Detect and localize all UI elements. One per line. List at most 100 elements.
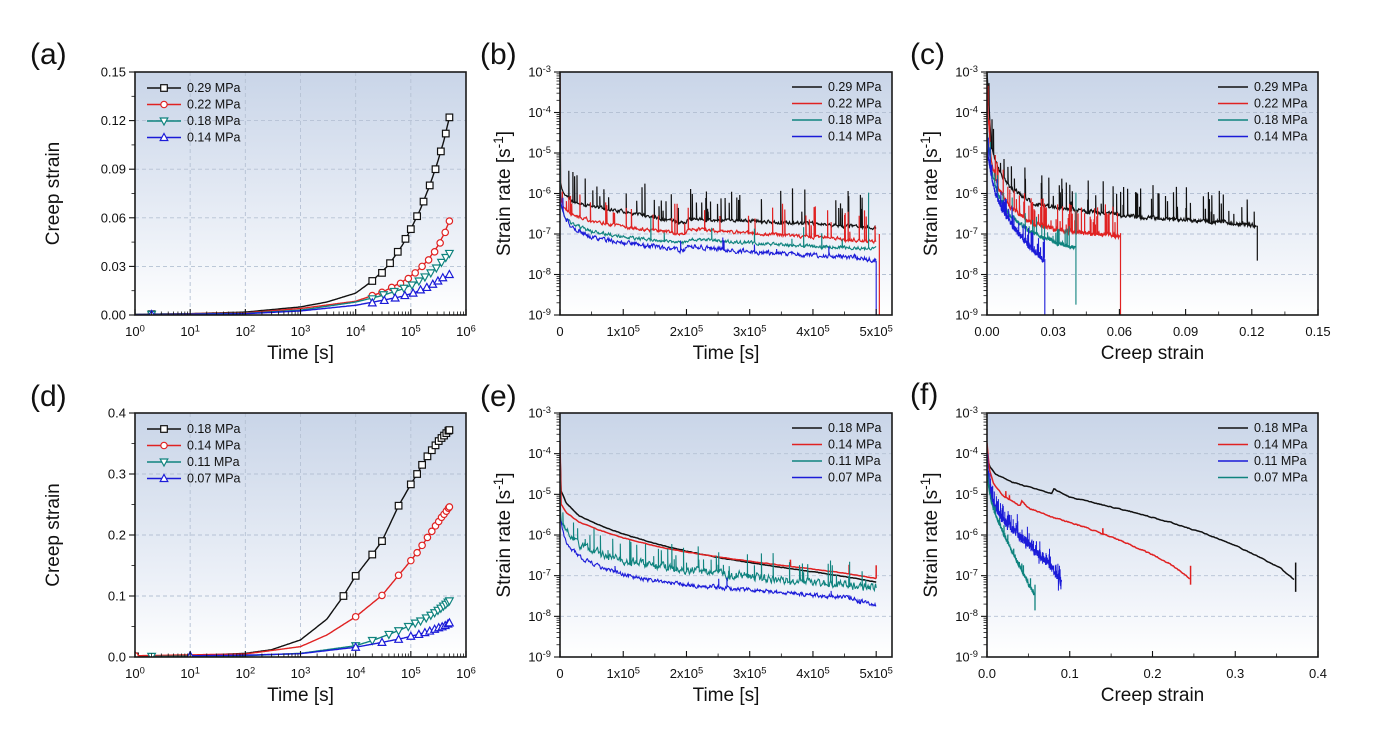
data-marker-tri-down [415, 617, 426, 627]
x-tick-label: 0.09 [1173, 324, 1198, 339]
data-marker-tri-up [377, 637, 387, 646]
x-tick-label: 3x105 [733, 322, 766, 339]
x-tick-label: 103 [291, 664, 311, 681]
x-tick-label: 0.15 [1305, 324, 1330, 339]
data-marker-square [378, 537, 386, 545]
data-marker-square [418, 460, 426, 469]
data-marker-circle [378, 591, 386, 600]
data-marker-tri-down [414, 277, 424, 287]
y-tick-label: 10-3 [528, 404, 551, 421]
data-marker-square [445, 113, 454, 122]
y-axis-title: Strain rate [s-1] [918, 131, 942, 256]
x-tick-label: 0.0 [978, 666, 996, 681]
x-tick-label: 106 [456, 322, 476, 339]
y-tick-label: 0.1 [108, 589, 126, 604]
legend-label: 0.29 MPa [828, 80, 882, 94]
legend-label: 0.29 MPa [187, 81, 241, 95]
data-marker-circle [424, 256, 433, 264]
panel-label-a: (a) [30, 38, 67, 71]
y-tick-label: 10-6 [955, 526, 978, 543]
data-marker-square [413, 212, 422, 221]
y-tick-label: 0.0 [108, 650, 126, 665]
series-line-0-18-MPa [987, 115, 1076, 251]
data-marker-tri-down [444, 597, 455, 607]
data-marker-circle [394, 571, 403, 580]
data-marker-square [425, 181, 434, 190]
data-marker-tri-down [444, 249, 455, 259]
data-marker-square [406, 225, 415, 234]
panel-label-d: (d) [30, 380, 67, 413]
data-marker-tri-up [393, 634, 404, 643]
series-group [987, 72, 1258, 315]
y-axis-title: Strain rate [s-1] [918, 472, 942, 597]
x-tick-label: 0.03 [1041, 324, 1066, 339]
y-axis-title: Strain rate [s-1] [491, 472, 515, 597]
legend-label: 0.14 MPa [1254, 130, 1308, 144]
data-marker-tri-down [367, 636, 378, 646]
x-tick-label: 2x105 [670, 664, 703, 681]
axis-ticks [981, 412, 1319, 658]
legend-label: 0.14 MPa [828, 438, 882, 452]
data-marker-tri-down [421, 614, 432, 624]
y-tick-label: 10-7 [955, 566, 978, 583]
y-tick-label: 10-7 [528, 225, 551, 242]
x-tick-label: 0.12 [1239, 324, 1264, 339]
data-marker-square [394, 501, 403, 510]
legend-label: 0.29 MPa [1254, 80, 1308, 94]
data-marker-tri-down [407, 281, 417, 291]
data-marker-tri-down [425, 269, 436, 279]
panel-e: 0 1x105 2x105 3x105 4x105 5x105 10-3 10-4 10-5 10… [491, 404, 893, 706]
data-marker-tri-up [367, 297, 378, 307]
x-tick-label: 102 [235, 322, 255, 339]
x-axis-title: Time [s] [693, 343, 760, 364]
legend-label: 0.22 MPa [1254, 97, 1308, 111]
data-marker-square [378, 268, 386, 277]
axis-ticks [554, 412, 877, 658]
y-tick-label: 10-8 [528, 607, 551, 624]
data-marker-tri-up [400, 290, 410, 300]
x-tick-label: 101 [180, 322, 200, 339]
y-tick-label: 10-5 [955, 144, 978, 161]
data-marker-tri-down [403, 622, 414, 632]
x-axis-title: Time [s] [267, 685, 334, 706]
data-marker-tri-up [379, 295, 390, 305]
data-marker-tri-down [399, 284, 409, 294]
panel-f: 0.0 0.1 0.2 0.3 0.4 10-3 10-4 10-5 10-6 10-7 10-8 1… [918, 404, 1327, 706]
x-tick-label: 1x105 [607, 322, 640, 339]
axis-ticks [554, 71, 877, 316]
legend-label: 0.18 MPa [1254, 113, 1308, 127]
series-line-0-14-MPa [560, 441, 877, 580]
y-tick-label: 10-8 [528, 265, 551, 282]
legend-label: 0.07 MPa [1254, 471, 1308, 485]
y-tick-label: 0.03 [101, 259, 126, 274]
data-marker-tri-down [440, 253, 451, 263]
x-axis-title: Time [s] [267, 343, 334, 364]
x-tick-label: 4x105 [796, 664, 829, 681]
y-tick-label: 10-9 [955, 648, 978, 665]
legend-label: 0.18 MPa [828, 421, 882, 435]
x-tick-label: 0.1 [1061, 666, 1079, 681]
x-tick-label: 0.3 [1226, 666, 1244, 681]
data-marker-tri-up [159, 473, 169, 483]
x-tick-label: 0.2 [1143, 666, 1161, 681]
legend-label: 0.11 MPa [187, 455, 240, 469]
series-group [560, 72, 880, 315]
data-marker-square [431, 165, 440, 174]
x-tick-label: 102 [235, 664, 255, 681]
legend-label: 0.14 MPa [187, 131, 241, 145]
panel-b: 0 1x105 2x105 3x105 4x105 5x105 10-3 10-4 10-5 10… [491, 63, 893, 364]
x-tick-label: 1x105 [607, 664, 640, 681]
data-marker-square [441, 129, 450, 138]
data-marker-square [436, 147, 445, 156]
x-axis-title: Creep strain [1101, 685, 1205, 706]
y-tick-label: 10-8 [955, 265, 978, 282]
y-tick-label: 0.12 [101, 113, 126, 128]
data-marker-tri-down [389, 287, 400, 297]
y-tick-label: 10-6 [955, 184, 978, 201]
gridlines [135, 72, 466, 315]
panel-label-f: (f) [910, 378, 939, 411]
y-axis-title: Strain rate [s-1] [491, 131, 515, 256]
series-line-0-07-MPa [987, 461, 1035, 596]
y-tick-label: 10-4 [955, 444, 978, 461]
